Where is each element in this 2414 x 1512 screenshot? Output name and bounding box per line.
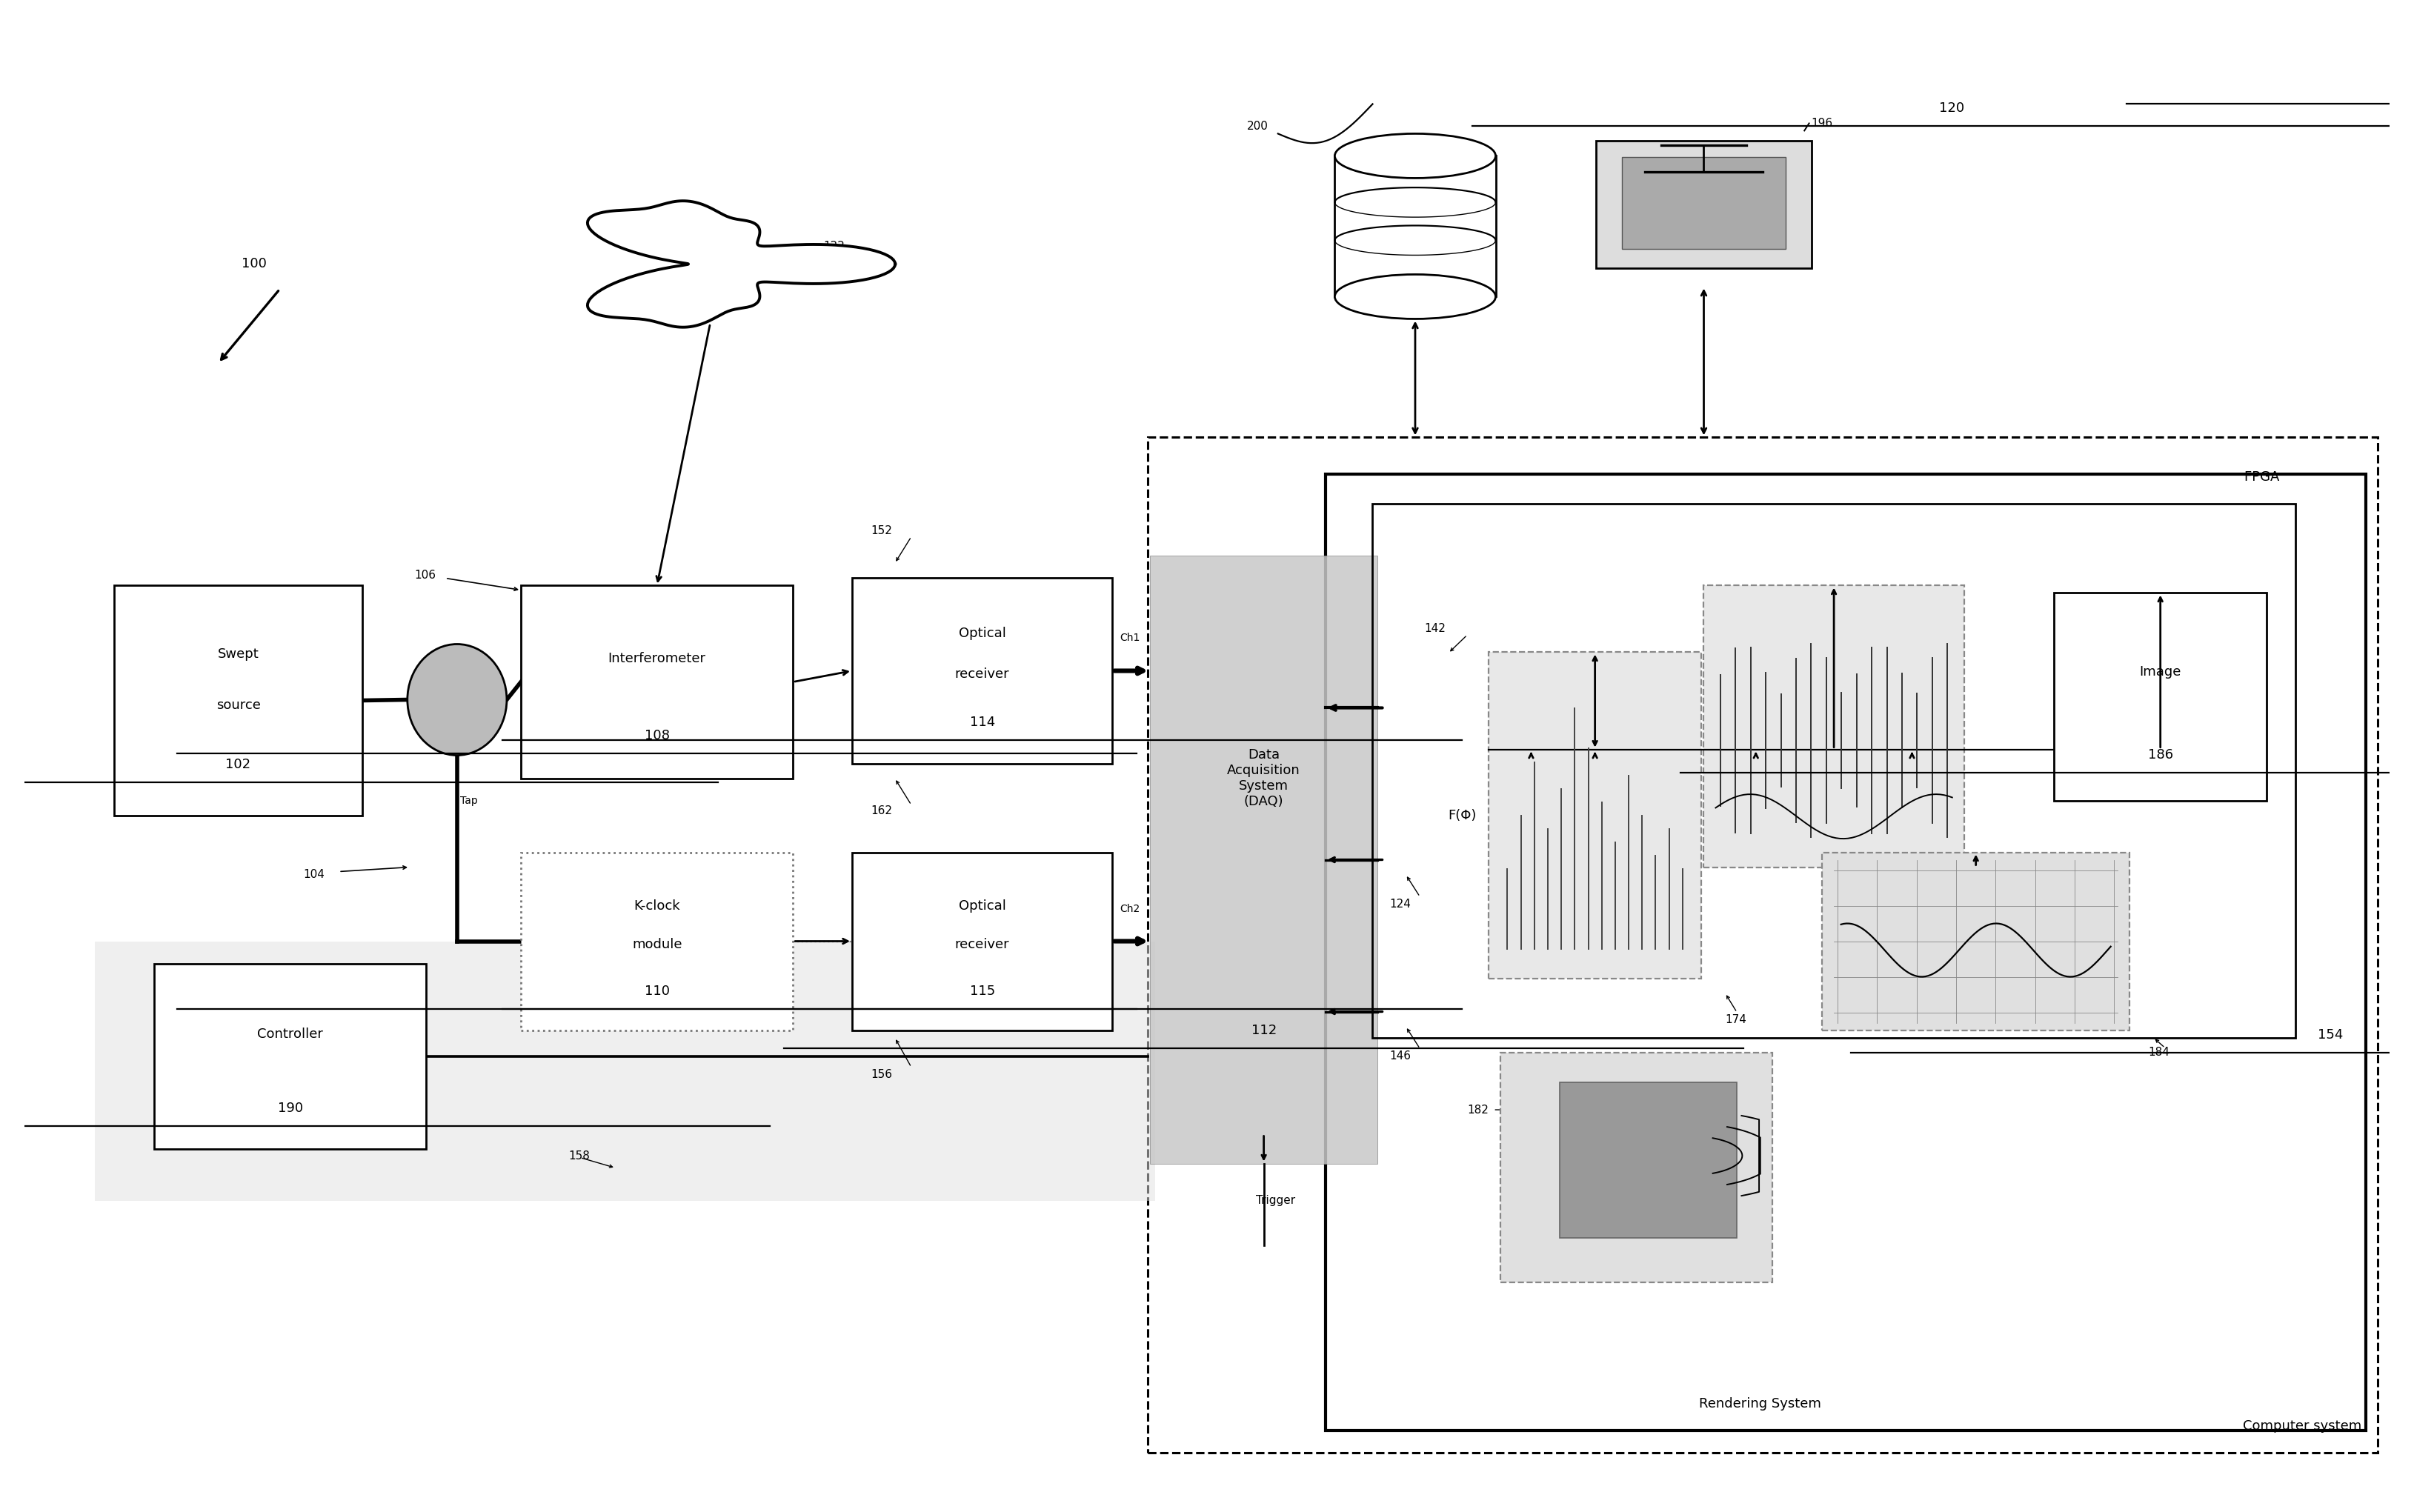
Text: 106: 106 <box>415 570 437 581</box>
FancyBboxPatch shape <box>1502 1052 1772 1282</box>
Ellipse shape <box>1335 133 1497 178</box>
Text: F(Φ): F(Φ) <box>1448 809 1477 823</box>
Text: 114: 114 <box>970 717 995 729</box>
Text: Optical: Optical <box>958 900 1007 912</box>
FancyBboxPatch shape <box>154 963 427 1149</box>
Text: 156: 156 <box>871 1069 893 1080</box>
Text: 120: 120 <box>1938 101 1965 115</box>
Text: 104: 104 <box>304 869 326 880</box>
Ellipse shape <box>1335 275 1497 319</box>
FancyBboxPatch shape <box>852 853 1113 1030</box>
Text: 174: 174 <box>1726 1015 1745 1025</box>
FancyBboxPatch shape <box>1823 853 2129 1030</box>
Text: 100: 100 <box>241 257 268 271</box>
FancyBboxPatch shape <box>521 585 792 779</box>
Text: 124: 124 <box>1388 898 1410 910</box>
Text: Swept: Swept <box>217 647 258 661</box>
Polygon shape <box>587 201 896 327</box>
Text: Computer system: Computer system <box>2243 1420 2366 1432</box>
Text: receiver: receiver <box>956 937 1009 951</box>
Text: module: module <box>632 937 683 951</box>
Text: source: source <box>217 699 261 712</box>
Text: 152: 152 <box>871 525 893 537</box>
Text: 122: 122 <box>823 240 845 253</box>
FancyBboxPatch shape <box>1335 156 1497 296</box>
Text: Tap: Tap <box>461 795 478 806</box>
FancyBboxPatch shape <box>1489 652 1702 978</box>
Text: 184: 184 <box>2148 1046 2170 1058</box>
Text: 112: 112 <box>1250 1024 1277 1037</box>
Text: 102: 102 <box>225 758 251 771</box>
Text: 108: 108 <box>645 729 669 742</box>
Text: 142: 142 <box>1424 623 1446 635</box>
FancyBboxPatch shape <box>1149 556 1378 1164</box>
Text: 154: 154 <box>2317 1028 2344 1042</box>
Text: receiver: receiver <box>956 668 1009 682</box>
Text: 158: 158 <box>567 1151 589 1161</box>
Text: 186: 186 <box>2148 748 2173 762</box>
Text: Controller: Controller <box>258 1027 323 1040</box>
FancyBboxPatch shape <box>94 940 1154 1201</box>
FancyBboxPatch shape <box>113 585 362 815</box>
Ellipse shape <box>408 644 507 756</box>
Text: FPGA: FPGA <box>2245 470 2284 484</box>
Text: 162: 162 <box>871 806 893 816</box>
FancyBboxPatch shape <box>852 578 1113 764</box>
FancyBboxPatch shape <box>2054 593 2267 800</box>
Text: 110: 110 <box>645 984 669 998</box>
Text: 190: 190 <box>278 1101 302 1114</box>
Text: 146: 146 <box>1388 1051 1410 1061</box>
Text: Optical: Optical <box>958 627 1007 641</box>
Text: Interferometer: Interferometer <box>608 652 705 665</box>
Text: K-clock: K-clock <box>635 900 681 912</box>
Text: 196: 196 <box>1810 118 1832 129</box>
Text: 182: 182 <box>1468 1104 1489 1116</box>
Text: Rendering System: Rendering System <box>1699 1397 1825 1411</box>
Text: Image: Image <box>2139 665 2182 679</box>
Text: Trigger: Trigger <box>1255 1194 1296 1207</box>
Text: Data
Acquisition
System
(DAQ): Data Acquisition System (DAQ) <box>1226 748 1301 807</box>
Text: 115: 115 <box>970 984 995 998</box>
FancyBboxPatch shape <box>1559 1083 1738 1237</box>
FancyBboxPatch shape <box>1704 585 1965 868</box>
FancyBboxPatch shape <box>521 853 792 1030</box>
FancyBboxPatch shape <box>1622 157 1786 249</box>
Text: 200: 200 <box>1248 121 1267 132</box>
Text: Ch2: Ch2 <box>1120 904 1139 913</box>
FancyBboxPatch shape <box>1596 141 1810 269</box>
Text: Ch1: Ch1 <box>1120 634 1139 644</box>
